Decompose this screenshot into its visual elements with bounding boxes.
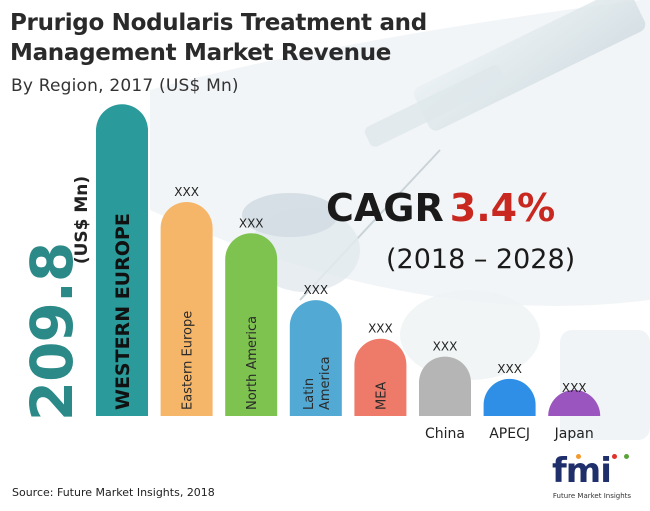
logo-dot-green [624, 454, 629, 459]
bar-apecj [483, 378, 536, 416]
highlight-value: 209.8 [18, 242, 86, 422]
logo-dot-orange [576, 454, 581, 459]
category-label-apecj: APECJ [489, 426, 530, 442]
data-label-eastern-europe: XXX [174, 185, 199, 199]
category-label-eastern-europe: Eastern Europe [181, 311, 196, 410]
category-label-mea: MEA [374, 382, 389, 410]
data-label-apecj: XXX [497, 362, 522, 376]
chart-title: Prurigo Nodularis Treatment and Manageme… [10, 10, 427, 66]
chart-subtitle: By Region, 2017 (US$ Mn) [11, 76, 239, 96]
data-label-north-america: XXX [239, 216, 264, 230]
bar-western-europe [96, 104, 148, 416]
bar-north-america [225, 233, 278, 416]
data-label-mea: XXX [368, 322, 393, 336]
logo-dot-red [612, 454, 617, 459]
category-label-latin-america: LatinAmerica [302, 356, 333, 410]
logo-text: Future Market Insights [552, 492, 632, 500]
highlight-unit: (US$ Mn) [72, 175, 92, 265]
data-label-japan: XXX [562, 381, 587, 395]
fmi-logo: fmi Future Market Insights [548, 452, 636, 502]
category-label-japan: Japan [554, 426, 594, 442]
cagr-callout: CAGR 3.4% [326, 186, 555, 230]
cagr-label: CAGR [326, 186, 444, 230]
category-label-china: China [425, 426, 465, 442]
cagr-value: 3.4% [449, 186, 556, 230]
logo-mark: fmi [552, 451, 612, 491]
bar-china [419, 356, 471, 416]
source-note: Source: Future Market Insights, 2018 [12, 486, 215, 499]
data-label-china: XXX [433, 340, 458, 354]
category-label-north-america: North America [245, 316, 260, 410]
bar-latin-america [289, 300, 342, 416]
bar-mea [354, 338, 407, 416]
data-label-latin-america: XXX [303, 283, 328, 297]
category-label-western-europe: WESTERN EUROPE [112, 213, 134, 410]
cagr-range: (2018 – 2028) [386, 244, 576, 275]
bar-japan [548, 390, 601, 416]
bar-eastern-europe [160, 202, 213, 416]
